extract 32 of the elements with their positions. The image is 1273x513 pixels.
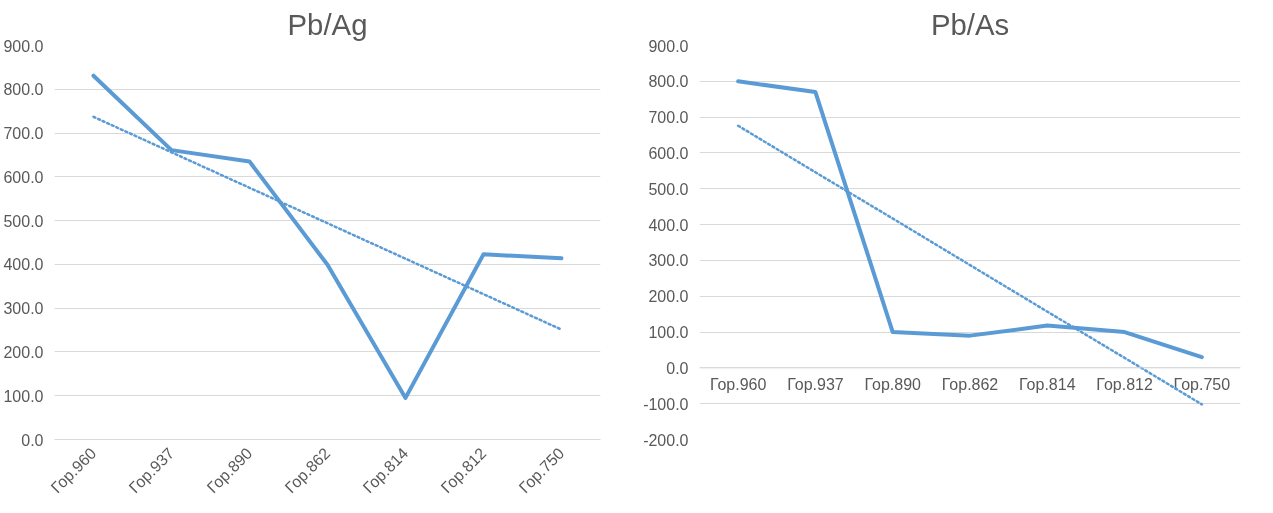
y-tick-label: 500.0 [3,212,44,230]
y-tick-label: 200.0 [648,288,689,306]
y-tick-label: 300.0 [648,252,689,270]
y-tick-label: -100.0 [643,395,689,413]
y-tick-label: 900.0 [3,37,44,55]
y-tick-label: 400.0 [648,216,689,234]
y-tick-label: 0.0 [666,359,689,377]
x-tick-label: Гор.960 [709,375,767,393]
y-tick-label: -200.0 [643,431,689,449]
y-tick-label: 100.0 [648,324,689,342]
y-tick-label: 600.0 [648,144,689,162]
chart-title: Pb/Ag [287,7,368,41]
x-tick-label: Гор.812 [1096,375,1153,393]
x-tick-label: Гор.937 [787,375,844,393]
x-tick-label: Гор.890 [864,375,922,393]
y-tick-label: 100.0 [3,387,44,405]
y-tick-label: 800.0 [3,81,44,99]
y-tick-label: 800.0 [648,73,689,91]
y-tick-label: 0.0 [21,431,44,449]
x-tick-label: Гор.862 [941,375,999,393]
y-tick-label: 700.0 [648,109,689,127]
y-tick-label: 500.0 [648,180,689,198]
y-tick-label: 600.0 [3,168,44,186]
y-tick-label: 900.0 [648,37,689,55]
y-tick-label: 200.0 [3,343,44,361]
y-tick-label: 400.0 [3,256,44,274]
x-tick-label: Гор.814 [1019,375,1076,393]
line-series [91,73,564,400]
x-tick-label: Гор.750 [1173,375,1231,393]
chart-title: Pb/As [930,7,1010,41]
y-tick-label: 300.0 [3,300,44,318]
y-tick-label: 700.0 [3,125,44,143]
